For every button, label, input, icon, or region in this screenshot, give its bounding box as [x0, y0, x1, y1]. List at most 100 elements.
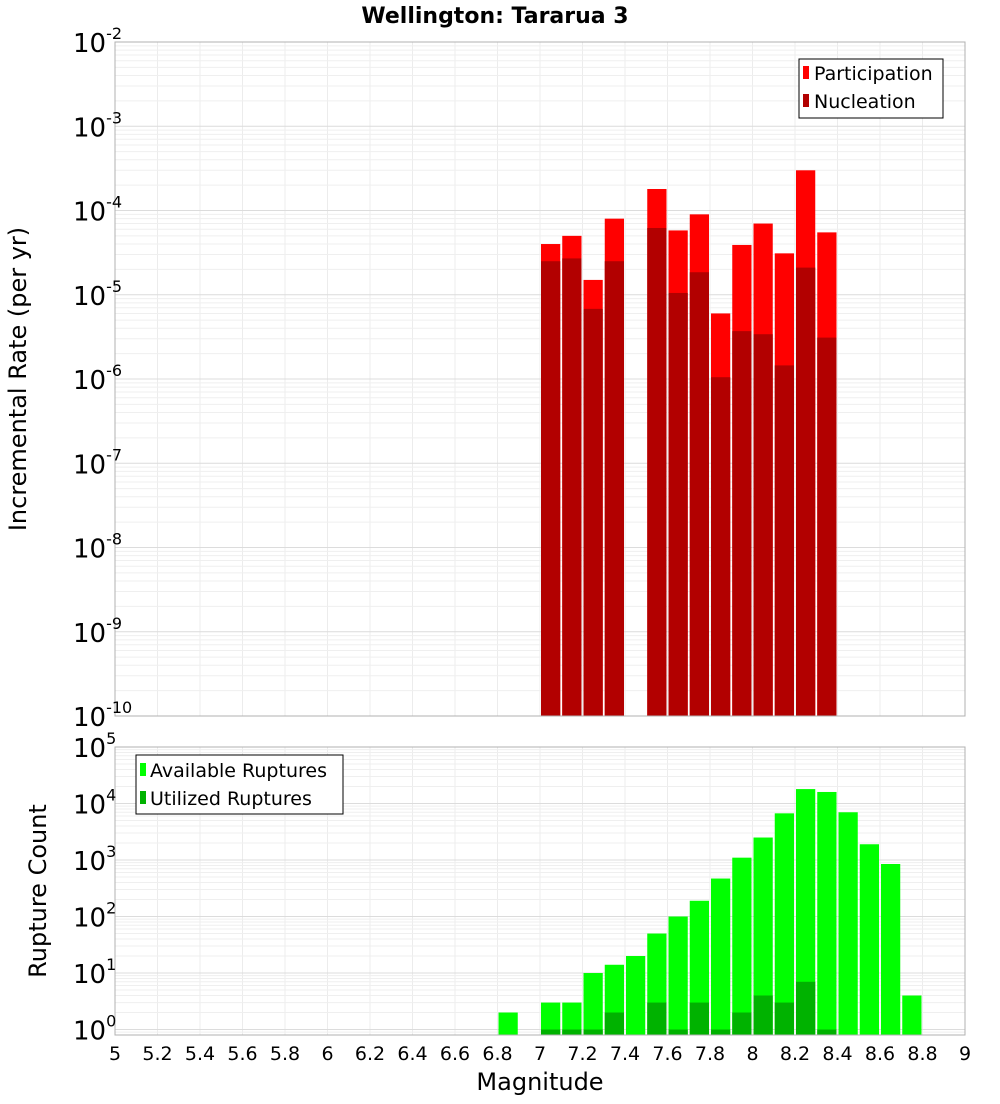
bottom-plot-frame [114, 746, 966, 1036]
top-legend: Participation Nucleation [798, 58, 944, 119]
nucleation-legend-label: Nucleation [814, 91, 916, 113]
available-ruptures-legend-label: Available Ruptures [150, 760, 327, 782]
nucleation-bar [796, 267, 816, 716]
utilized-ruptures-bar [647, 1002, 667, 1035]
y-tick-label: 105 [73, 729, 116, 764]
x-tick-label: 9 [959, 1043, 971, 1065]
utilized-ruptures-legend-label: Utilized Ruptures [150, 788, 312, 810]
x-tick-label: 7.4 [610, 1043, 640, 1065]
top-grid [114, 42, 966, 717]
x-tick-label: 5.8 [270, 1043, 300, 1065]
utilized-ruptures-bar [689, 1002, 709, 1035]
utilized-ruptures-bar [774, 1002, 794, 1035]
top-legend-box [798, 58, 944, 119]
y-tick-label: 10-5 [73, 277, 122, 312]
nucleation-bar [604, 261, 624, 716]
bottom-bars [498, 789, 922, 1035]
utilized-ruptures-legend-swatch [140, 791, 146, 804]
chart-title: Wellington: Tararua 3 [361, 4, 628, 29]
available-ruptures-bar [753, 837, 773, 1035]
nucleation-bar [647, 227, 667, 716]
x-tick-label: 7 [534, 1043, 546, 1065]
nucleation-bar [753, 334, 773, 716]
x-tick-label: 7.6 [652, 1043, 682, 1065]
utilized-ruptures-bar [732, 1012, 752, 1035]
y-tick-label: 10-2 [73, 24, 122, 59]
utilized-ruptures-bar [562, 1029, 582, 1035]
y-tick-label: 10-3 [73, 108, 122, 143]
y-tick-label: 10-8 [73, 530, 122, 565]
utilized-ruptures-bar [711, 1029, 731, 1035]
y-tick-label: 10-9 [73, 614, 122, 649]
available-ruptures-bar [774, 813, 794, 1035]
y-tick-label: 101 [73, 955, 116, 990]
utilized-ruptures-bar [796, 981, 816, 1035]
available-ruptures-bar [626, 956, 646, 1035]
utilized-ruptures-bar [583, 1029, 603, 1035]
available-ruptures-bar [859, 844, 879, 1035]
top-plot-frame [114, 41, 966, 717]
available-ruptures-bar [902, 995, 922, 1035]
available-ruptures-bar [583, 973, 603, 1035]
available-ruptures-bar [541, 1002, 561, 1035]
available-ruptures-bar [668, 916, 688, 1035]
available-ruptures-bar [689, 900, 709, 1035]
top-y-axis-label: Incremental Rate (per yr) [4, 227, 32, 531]
x-tick-label: 8.2 [780, 1043, 810, 1065]
available-ruptures-bar [711, 878, 731, 1035]
utilized-ruptures-bar [817, 1029, 837, 1035]
available-ruptures-bar [838, 812, 858, 1035]
y-tick-label: 10-10 [73, 698, 132, 733]
available-ruptures-bar [817, 791, 837, 1035]
available-ruptures-bar [498, 1012, 518, 1035]
x-tick-label: 6.2 [355, 1043, 385, 1065]
y-tick-label: 10-4 [73, 193, 122, 228]
x-tick-label: 6.8 [482, 1043, 512, 1065]
participation-legend-label: Participation [814, 63, 933, 85]
x-tick-label: 5.4 [185, 1043, 215, 1065]
y-tick-label: 10-6 [73, 361, 122, 396]
nucleation-bar [541, 261, 561, 716]
bottom-legend: Available Ruptures Utilized Ruptures [135, 754, 344, 815]
nucleation-bar [668, 292, 688, 716]
x-tick-label: 8.4 [822, 1043, 852, 1065]
top-y-tick-labels: 10-10 10-9 10-8 10-7 10-6 10-5 10-4 10-3 10-2 [73, 24, 132, 733]
x-tick-label: 7.2 [567, 1043, 597, 1065]
x-tick-label: 5.6 [227, 1043, 257, 1065]
nucleation-bar [562, 258, 582, 716]
y-tick-label: 102 [73, 899, 116, 934]
utilized-ruptures-bar [753, 995, 773, 1035]
available-ruptures-bar [796, 789, 816, 1035]
available-ruptures-legend-swatch [140, 763, 146, 776]
available-ruptures-bar [562, 1002, 582, 1035]
x-tick-label: 8.8 [907, 1043, 937, 1065]
bottom-y-tick-labels: 100 101 102 103 104 105 [73, 729, 116, 1047]
x-tick-label: 6.6 [440, 1043, 470, 1065]
participation-legend-swatch [803, 66, 809, 79]
y-tick-label: 103 [73, 842, 116, 877]
x-tick-label: 6 [321, 1043, 333, 1065]
x-tick-label: 7.8 [695, 1043, 725, 1065]
nucleation-bar [732, 331, 752, 716]
available-ruptures-bar [732, 857, 752, 1035]
y-tick-label: 104 [73, 786, 116, 821]
top-bars [541, 170, 837, 717]
x-tick-label: 8.6 [865, 1043, 895, 1065]
x-tick-label: 6.4 [397, 1043, 427, 1065]
utilized-ruptures-bar [541, 1029, 561, 1035]
x-tick-label: 5.2 [142, 1043, 172, 1065]
bottom-legend-box [135, 754, 344, 815]
y-tick-label: 10-7 [73, 445, 122, 480]
x-tick-label: 5 [109, 1043, 121, 1065]
nucleation-legend-swatch [803, 94, 809, 107]
nucleation-bar [711, 377, 731, 716]
x-tick-labels: 5 5.2 5.4 5.6 5.8 6 6.2 6.4 6.6 6.8 7 7.2 7.4 7.6 7.8 8… [109, 1043, 971, 1065]
nucleation-bar [583, 308, 603, 716]
nucleation-bar [689, 272, 709, 716]
bottom-y-axis-label: Rupture Count [24, 804, 52, 978]
available-ruptures-bar [881, 863, 901, 1035]
nucleation-bar [817, 337, 837, 716]
utilized-ruptures-bar [668, 1029, 688, 1035]
